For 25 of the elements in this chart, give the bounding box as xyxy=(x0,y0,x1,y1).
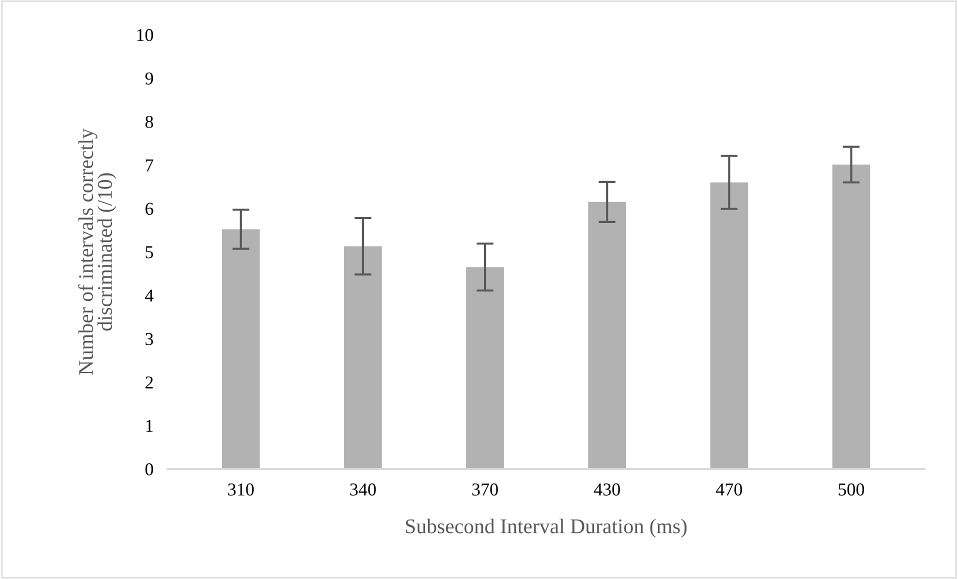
y-tick-label: 4 xyxy=(145,290,154,302)
y-tick-label: 6 xyxy=(146,202,154,215)
x-tick-label: 430 xyxy=(594,483,620,496)
x-tick-label: 370 xyxy=(472,483,498,496)
bar xyxy=(466,267,504,469)
x-tick-label: 310 xyxy=(228,483,254,496)
bar xyxy=(588,202,626,469)
bar xyxy=(832,164,870,469)
x-tick-label: 340 xyxy=(350,483,376,496)
x-tick-label: 470 xyxy=(716,483,742,496)
y-tick-label: 0 xyxy=(145,463,154,476)
bar xyxy=(344,246,382,469)
y-axis-title: Number of intervals correctly discriminated (/10) xyxy=(78,128,116,375)
x-axis-title: Subsecond Interval Duration (ms) xyxy=(406,518,687,538)
y-tick-label: 5 xyxy=(146,246,154,258)
bar xyxy=(222,229,260,469)
y-tick-label: 3 xyxy=(146,333,154,346)
y-tick-label: 9 xyxy=(145,72,154,85)
bar xyxy=(710,182,748,469)
y-tick-label: 2 xyxy=(146,376,153,388)
y-tick-label: 7 xyxy=(146,159,154,172)
y-tick-label: 10 xyxy=(137,28,154,42)
y-tick-label: 8 xyxy=(145,116,154,128)
y-tick-label: 1 xyxy=(146,420,153,432)
x-tick-label: 500 xyxy=(838,483,864,496)
